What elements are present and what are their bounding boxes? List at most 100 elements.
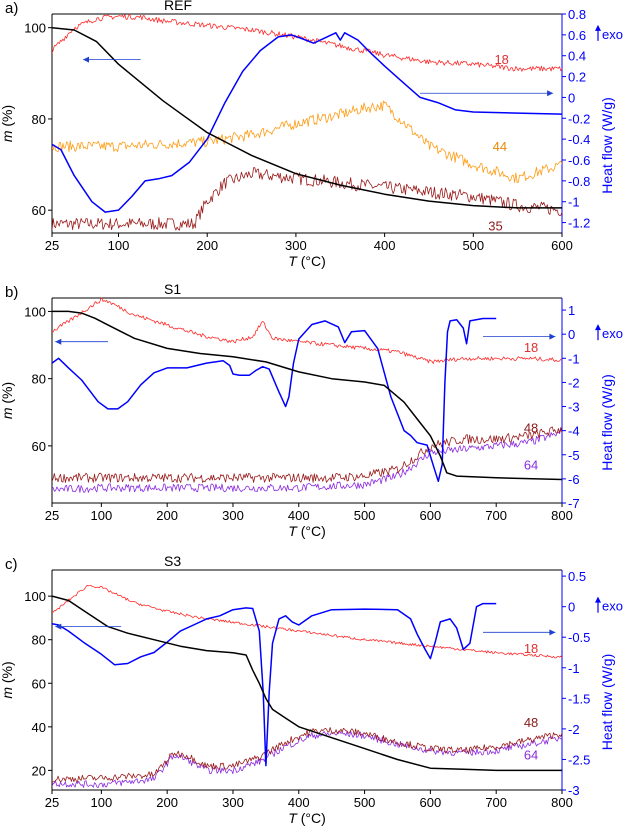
x-tick-label: 400 [288,508,310,523]
y-tick-label-left: 60 [32,439,46,454]
y-tick-label-right: -1 [568,661,580,676]
x-tick-label: 600 [420,508,442,523]
x-tick-label: 500 [354,795,376,810]
x-axis-title: T (°C) [288,810,326,826]
series-label: 48 [524,420,538,435]
exo-label: exo [602,326,623,341]
y-tick-label-left: 60 [32,676,46,691]
y-tick-label-left: 80 [32,372,46,387]
series-pointer-arrowhead [83,57,89,63]
y-tick-label-right: -1.2 [568,216,590,231]
y-tick-label-right: -3 [568,783,580,798]
y-tick-label-left: 80 [32,633,46,648]
y-tick-label-right: -0.8 [568,174,590,189]
y-tick-label-right: -1 [568,351,580,366]
x-tick-label: 600 [551,238,573,253]
y-tick-label-right: -0.2 [568,111,590,126]
series-label: 18 [524,340,538,355]
chart-panel-2: 25 100 200 300 400 500 600 700 8006080100-7-6-5-… [0,281,623,539]
x-tick-label: 500 [462,238,484,253]
series-line-48 [52,427,562,483]
series-line-heat-flow [52,319,496,482]
exo-label: exo [602,27,623,42]
y-tick-label-right: -7 [568,496,580,511]
x-tick-label: 25 [45,238,59,253]
y-tick-label-right: -2.5 [568,752,590,767]
x-tick-label: 100 [108,238,130,253]
y-tick-label-right: -2 [568,722,580,737]
y-axis-title-right: Heat flow (W/g) [599,654,615,750]
y-tick-label-right: 0.5 [568,569,586,584]
y-tick-label-right: 0 [568,327,575,342]
y-tick-label-right: 0 [568,600,575,615]
exo-arrow-head [595,597,601,603]
x-tick-label: 200 [196,238,218,253]
x-tick-label: 300 [222,508,244,523]
series-line-18 [52,14,562,71]
chart-panel-1: 25 100 200 300 400 500 600 60 80 100 -1.2 -1 -0.8 -0.… [0,0,623,269]
chart-title: S1 [164,281,181,297]
x-axis-title: T (°C) [288,253,326,269]
series-label: 64 [524,748,538,763]
series-pointer-arrowhead [55,339,61,345]
y-tick-label-right: -3 [568,400,580,415]
series-label: 18 [494,52,508,67]
y-tick-label-right: -0.5 [568,630,590,645]
x-tick-label: 300 [222,795,244,810]
series-line-mass [52,596,562,770]
exo-label: exo [602,599,623,614]
panel-label: c) [5,556,18,573]
x-tick-label: 100 [91,795,113,810]
series-pointer-arrowhead [547,90,553,96]
series-pointer-arrowhead [549,629,555,635]
x-tick-label: 400 [374,238,396,253]
chart-title: S3 [164,553,181,569]
series-label: 35 [488,219,502,234]
y-tick-label-right: 0.4 [568,49,586,64]
exo-arrow-head [595,324,601,330]
y-tick-label-right: 0 [568,90,575,105]
x-tick-label: 25 [45,795,59,810]
y-tick-label-right: 1 [568,303,575,318]
exo-arrow-head [595,25,601,31]
x-tick-label: 700 [485,508,507,523]
panel-label: b) [5,284,18,301]
figure: 25 100 200 300 400 500 6006080100-1.2-1-0.8-0.… [0,0,624,833]
y-tick-label-left: 100 [24,589,46,604]
y-axis-title-right: Heat flow (W/g) [599,97,615,193]
y-axis-title-left: m (%) [0,661,15,698]
y-tick-label-left: 80 [32,112,46,127]
series-line-64 [52,731,562,788]
x-axis-title: T (°C) [288,523,326,539]
series-label: 18 [524,641,538,656]
y-tick-label-left: 20 [32,763,46,778]
y-tick-label-right: -2 [568,375,580,390]
x-tick-label: 500 [354,508,376,523]
x-tick-label: 700 [485,795,507,810]
y-axis-title-right: Heat flow (W/g) [599,374,615,470]
y-tick-label-right: -1 [568,195,580,210]
panel-label: a) [5,0,18,17]
y-tick-label-right: -4 [568,424,580,439]
series-label: 64 [524,457,538,472]
series-line-64 [52,429,562,492]
x-tick-label: 600 [420,795,442,810]
series-line-44 [52,101,562,183]
y-tick-label-left: 60 [32,203,46,218]
y-tick-label-right: -0.4 [568,132,590,147]
series-line-18 [52,585,562,658]
x-tick-label: 400 [288,795,310,810]
y-tick-label-right: -6 [568,472,580,487]
y-tick-label-left: 100 [24,21,46,36]
chart-panel-3: 25 100 200 300 400 500 600 700 800 20 40 60 80 100 -3 -… [0,553,623,826]
y-tick-label-right: -0.6 [568,153,590,168]
chart-title: REF [164,0,192,13]
y-axis-title-left: m (%) [0,382,15,419]
x-tick-label: 300 [285,238,307,253]
series-line-heat-flow [52,604,496,766]
y-tick-label-right: 0.8 [568,7,586,22]
y-tick-label-right: -5 [568,448,580,463]
y-tick-label-right: 0.2 [568,70,586,85]
x-tick-label: 200 [156,795,178,810]
series-line-mass [52,28,562,208]
